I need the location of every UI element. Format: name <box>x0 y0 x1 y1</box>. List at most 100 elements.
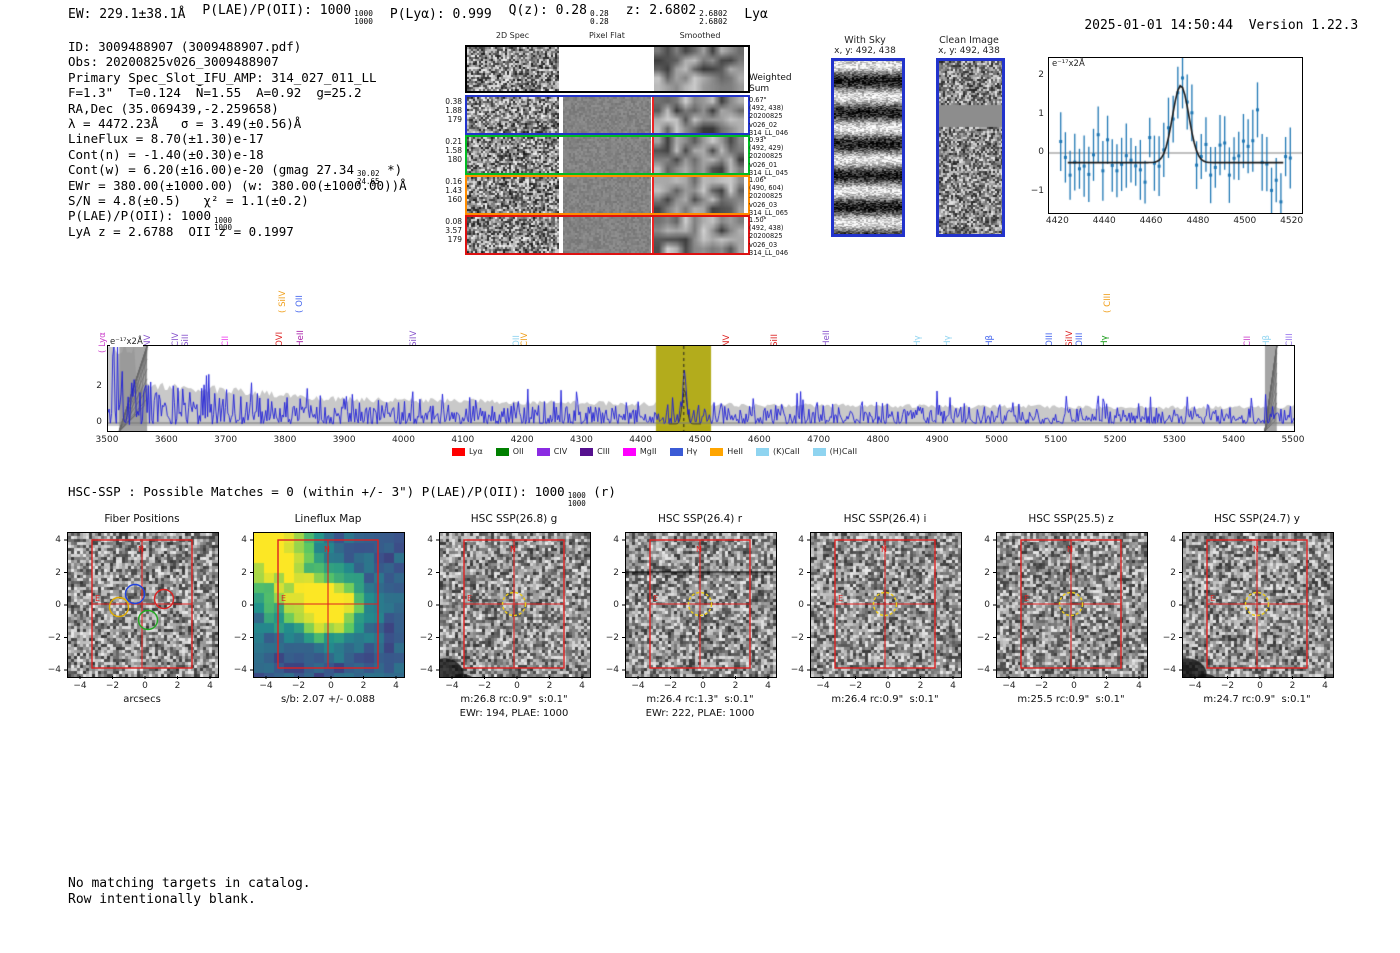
aperture-circle <box>687 591 713 617</box>
compass-north-label: N <box>696 545 702 554</box>
spectrum-xtick: 5300 <box>1162 435 1186 445</box>
legend-item-oii: OII <box>495 447 524 456</box>
cutout-ytick: −4 <box>1162 665 1176 675</box>
compass-north-label: N <box>510 545 516 554</box>
pixel-flat-image <box>563 137 651 173</box>
info-lineflux: LineFlux = 8.70(±1.30)e-17 <box>68 131 264 147</box>
info-plae: P(LAE)/P(OII): 1000 1000 1000 <box>68 208 233 233</box>
cutout-ytick: −4 <box>790 665 804 675</box>
compass-north-label: N <box>138 545 144 554</box>
footer-line-2: Row intentionally blank. <box>68 891 256 907</box>
cutout-ew-label: EWr: 194, PLAE: 1000 <box>459 708 569 719</box>
cutout-xtick: 4 <box>950 681 956 691</box>
info-cont-n: Cont(n) = -1.40(±0.30)e-18 <box>68 146 264 162</box>
cutout-ytick: −4 <box>47 665 61 675</box>
spectrum-xtick: 4100 <box>451 435 475 445</box>
cutout-ytick: 4 <box>984 535 990 545</box>
compass-east-label: E <box>467 594 472 603</box>
compass-east-label: E <box>838 594 843 603</box>
info-wavelength: λ = 4472.23Å σ = 3.49(±0.56)Å <box>68 115 302 131</box>
legend-swatch <box>495 447 509 456</box>
compass-east-label: E <box>1210 594 1215 603</box>
legend-swatch <box>669 447 683 456</box>
info-id: ID: 3009488907 (3009488907.pdf) <box>68 39 302 54</box>
cutout-ytick: 2 <box>984 567 990 578</box>
fiber-row-weights: 0.08 3.57 179 <box>445 217 462 244</box>
legend-label: HeII <box>727 447 743 456</box>
cutout-ytick: 2 <box>55 567 61 578</box>
cutout-title: HSC SSP(26.8) g <box>470 513 558 525</box>
footer-line-1: No matching targets in catalog. <box>68 876 311 891</box>
cutout-xtick: −2 <box>477 681 492 691</box>
twod-spec-image <box>467 217 559 253</box>
fiber-circle-red <box>153 588 175 610</box>
smoothed-image <box>654 47 744 91</box>
cutout-ytick: 4 <box>427 535 433 545</box>
zoom-ytick: 2 <box>1038 70 1044 80</box>
cutout-ytick: 4 <box>241 535 247 545</box>
cutout-ytick: 4 <box>798 535 804 545</box>
legend-swatch <box>812 447 826 456</box>
info-radec: RA,Dec (35.069439,-2.259658) <box>68 100 279 116</box>
zoom-xtick: 4480 <box>1186 216 1210 226</box>
timestamp-version: 2025-01-01 14:50:44 Version 1.22.3 <box>1053 3 1358 48</box>
cutout-xtick: −2 <box>663 681 678 691</box>
spectrum-xtick: 5500 <box>1281 435 1305 445</box>
cutout-ytick: 0 <box>613 600 619 610</box>
with-sky-title: With Sky x, y: 492, 438 <box>820 35 910 56</box>
zoom-xtick: 4440 <box>1092 216 1116 226</box>
cutout-ytick: 4 <box>55 535 61 545</box>
legend-label: Lyα <box>469 447 483 456</box>
catalog-footer: No matching targets in catalog. Row inte… <box>68 876 311 907</box>
fiber-row-annotation: 0.93" (492, 429) 20200825 v026_01 314_LL_045 <box>749 136 789 177</box>
legend-swatch <box>622 447 636 456</box>
zoom-ytick: 0 <box>1038 147 1044 157</box>
fiber-row-weights: 0.16 1.43 160 <box>445 177 462 204</box>
cutout-title: Fiber Positions <box>104 513 180 525</box>
cutout-xtick: 2 <box>546 681 553 691</box>
cutout-xtick: −4 <box>445 681 459 691</box>
cutout-xtick: 4 <box>579 681 585 691</box>
line-marker-ciii: ( CIII <box>1102 293 1113 313</box>
clean-image <box>936 58 1005 237</box>
cutout-xtick: −4 <box>631 681 645 691</box>
spectrum-xtick: 5400 <box>1222 435 1246 445</box>
legend-label: CIII <box>597 447 610 456</box>
cutout-xtick: −2 <box>848 681 863 691</box>
twod-spec-image <box>467 97 559 133</box>
line-type-label: Lyα <box>744 6 768 22</box>
aperture-circle <box>872 591 898 617</box>
cutout-ytick: 2 <box>427 567 433 578</box>
cutout-xtick: −2 <box>105 681 120 691</box>
line-marker-oii: ( OII <box>294 295 305 313</box>
fiber-center-line <box>652 137 655 173</box>
legend-swatch <box>536 447 550 456</box>
info-obs: Obs: 20200825v026_3009488907 <box>68 54 279 70</box>
fiber-circle-green <box>137 609 159 631</box>
twod-spec-image <box>467 177 559 213</box>
cutout-xtick: 0 <box>328 681 334 691</box>
cutout-title: HSC SSP(26.4) r <box>657 513 743 525</box>
weighted-sum-label: Weighted Sum <box>749 73 792 94</box>
cutout-xtick: 4 <box>765 681 771 691</box>
fiber-center-line <box>652 97 655 133</box>
pixel-flat-image <box>563 177 651 213</box>
spectrum-xtick: 4500 <box>688 435 712 445</box>
zoom-ytick: 1 <box>1038 108 1044 119</box>
legend-swatch <box>755 447 769 456</box>
fiber-center-line <box>652 217 655 253</box>
compass-north-label: N <box>881 545 887 554</box>
zoom-xtick: 4460 <box>1139 216 1163 226</box>
zoom-xtick: 4520 <box>1280 216 1304 226</box>
cutout-ytick: −2 <box>47 632 61 643</box>
cutout-xtick: −4 <box>1188 681 1202 691</box>
cutout-ytick: −2 <box>976 632 990 643</box>
legend-item-heii: HeII <box>710 447 743 456</box>
cutout-xtick: 4 <box>1136 681 1142 691</box>
spectrum-xtick: 5200 <box>1103 435 1127 445</box>
zoom-ytick: −1 <box>1030 185 1044 196</box>
cutout-ytick: −4 <box>976 665 990 675</box>
twod-row-fiber <box>465 135 750 175</box>
legend-label: CIV <box>553 447 568 456</box>
cutout-xtick: 0 <box>700 681 706 691</box>
